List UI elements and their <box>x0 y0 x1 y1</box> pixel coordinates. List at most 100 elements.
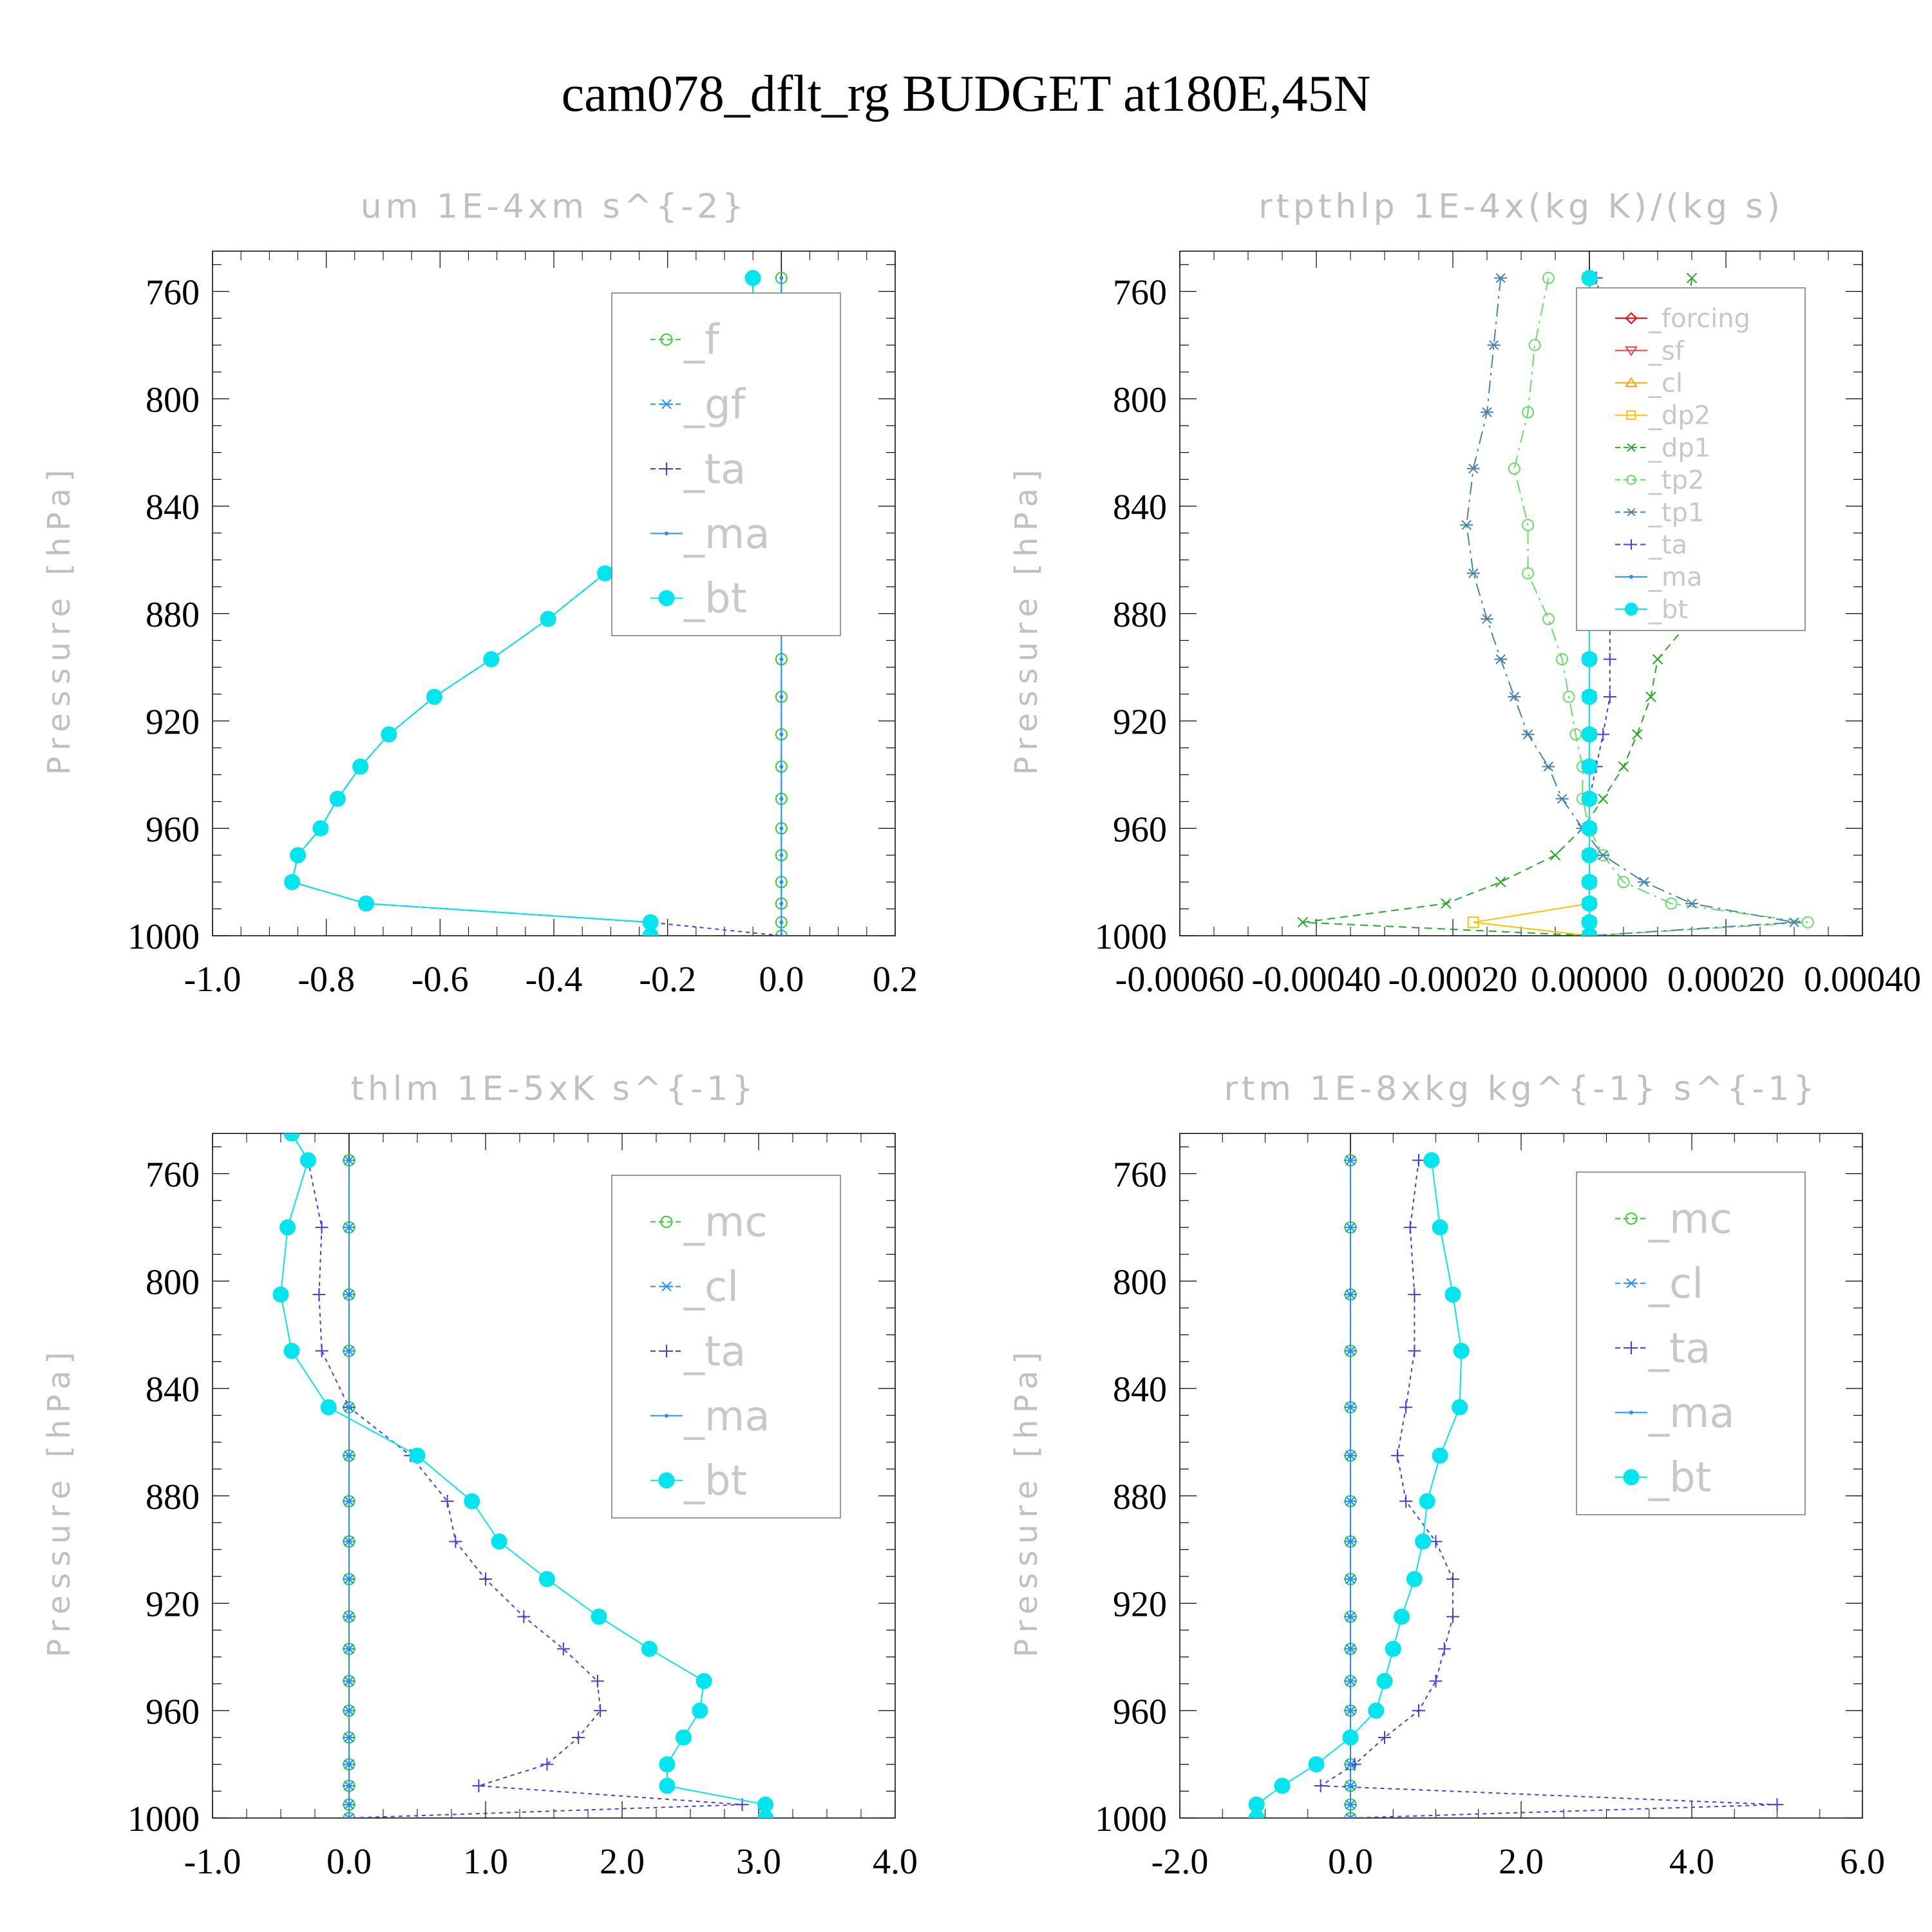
data-point <box>358 895 374 912</box>
data-point <box>757 1810 774 1818</box>
figure-title: cam078_dflt_rg BUDGET at180E,45N <box>562 66 1371 122</box>
data-point <box>1508 692 1521 702</box>
panel-title: rtpthlp 1E-4x(kg K)/(kg s) <box>1258 187 1784 226</box>
y-tick-label: 840 <box>1113 488 1167 527</box>
data-point <box>591 1674 604 1688</box>
data-point <box>329 790 346 807</box>
y-tick-label: 800 <box>1113 1262 1167 1302</box>
data-point <box>1596 850 1610 860</box>
data-point <box>1495 876 1506 887</box>
data-point <box>517 1610 531 1624</box>
data-point <box>1770 1798 1784 1812</box>
data-point <box>315 1344 328 1358</box>
data-point <box>464 1493 480 1510</box>
data-point <box>1555 793 1569 804</box>
data-point <box>1467 916 1479 929</box>
data-point <box>779 694 784 699</box>
data-point <box>1399 1401 1413 1414</box>
y-tick-label: 1000 <box>128 1799 200 1839</box>
data-point <box>1423 1152 1440 1169</box>
data-point <box>779 657 784 661</box>
data-point <box>1376 1672 1393 1689</box>
y-tick-label: 800 <box>146 1262 200 1302</box>
data-point <box>1603 690 1616 703</box>
data-point <box>347 1499 351 1504</box>
legend-label: _bt <box>683 1457 747 1505</box>
data-point <box>1453 1343 1470 1359</box>
data-point <box>1788 917 1801 927</box>
data-point <box>1441 898 1452 909</box>
y-tick-label: 920 <box>146 703 200 743</box>
data-point <box>675 1729 692 1746</box>
data-point <box>1801 916 1814 929</box>
x-tick-label: 0.2 <box>873 960 918 999</box>
data-point <box>347 1803 351 1807</box>
data-point <box>1349 1647 1352 1651</box>
data-point <box>1429 1535 1443 1548</box>
data-point <box>1581 847 1598 864</box>
data-point <box>1408 1288 1421 1302</box>
data-point <box>472 1779 486 1792</box>
data-point <box>1481 614 1493 624</box>
y-tick-label: 1000 <box>1095 917 1167 957</box>
x-tick-label: -0.00060 <box>1115 960 1245 999</box>
data-point <box>409 1447 426 1464</box>
data-point <box>312 1288 326 1302</box>
data-point <box>1344 1813 1357 1818</box>
data-point <box>779 797 784 801</box>
data-point <box>1581 270 1598 287</box>
legend-label: _dp1 <box>1648 433 1710 463</box>
y-tick-label: 920 <box>1113 1585 1167 1625</box>
data-point <box>779 764 784 769</box>
data-point <box>779 920 784 925</box>
data-point <box>540 611 556 627</box>
y-tick-label: 840 <box>146 1370 200 1410</box>
data-point <box>1466 568 1480 578</box>
data-point <box>1349 1454 1352 1458</box>
y-axis-label: Pressure [hPa] <box>1009 463 1045 775</box>
legend-marker <box>665 1414 668 1418</box>
data-point <box>642 927 659 936</box>
panel-title: rtm 1E-8xkg kg^{-1} s^{-1} <box>1224 1070 1818 1108</box>
data-point <box>1522 518 1535 531</box>
data-point <box>1637 876 1651 887</box>
data-point <box>1542 761 1555 772</box>
data-point <box>659 1777 676 1794</box>
chart-panel-4: rtm 1E-8xkg kg^{-1} s^{-1} Pressure [hPa]… <box>1009 1070 1885 1882</box>
data-point <box>1521 729 1535 740</box>
legend-label: _cl <box>683 1264 739 1311</box>
x-tick-label: -1.0 <box>184 1842 242 1882</box>
legend-label: _cl <box>1648 369 1683 399</box>
legend: _forcing_sf_cl_dp2_dp1 _tp2 _tp1 _ta _ma _bt <box>1576 287 1806 631</box>
legend-label: _ma <box>683 511 770 558</box>
legend-marker <box>1625 346 1638 357</box>
data-point <box>315 1220 328 1234</box>
data-point <box>1349 1709 1352 1713</box>
y-tick-label: 760 <box>1113 273 1167 313</box>
data-point <box>692 1702 708 1719</box>
y-axis-label: Pressure [hPa] <box>41 463 77 775</box>
legend: _mc _cl _ta _ma _bt <box>611 1175 841 1519</box>
x-tick-label: 2.0 <box>600 1842 645 1882</box>
series-bt <box>1248 1152 1470 1818</box>
x-tick-label: 3.0 <box>736 1842 781 1882</box>
series-line <box>1466 278 1795 936</box>
x-tick-label: 0.0 <box>1328 1842 1373 1882</box>
x-tick-label: 0.0 <box>327 1842 372 1882</box>
y-tick-label: 840 <box>146 488 200 527</box>
data-point <box>347 1783 351 1788</box>
legend-label: _cl <box>1648 1260 1703 1308</box>
legend-marker <box>660 333 673 346</box>
data-point <box>1487 340 1501 350</box>
data-point <box>1596 728 1610 741</box>
data-point <box>352 758 369 775</box>
data-point <box>1581 651 1598 668</box>
data-point <box>1581 927 1598 936</box>
legend-marker <box>1625 1341 1638 1354</box>
legend-marker <box>658 590 675 607</box>
data-point <box>1618 761 1629 772</box>
data-point <box>312 820 329 837</box>
data-point <box>1542 272 1555 285</box>
y-axis-label: Pressure [hPa] <box>41 1345 77 1657</box>
